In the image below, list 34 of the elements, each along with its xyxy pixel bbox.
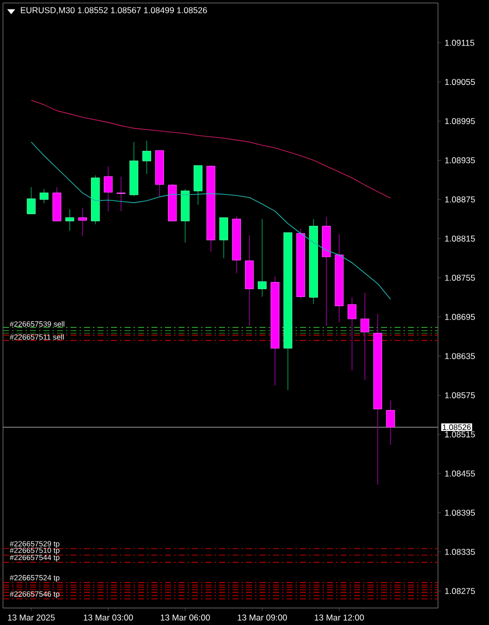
x-tick-label: 13 Mar 12:00 (314, 614, 364, 621)
x-tick-label: 13 Mar 03:00 (84, 614, 133, 621)
candlestick (219, 217, 228, 259)
candlestick (40, 188, 48, 204)
y-tick-label: 1.08515 (445, 431, 475, 438)
candlestick (65, 208, 74, 232)
candlestick (26, 186, 36, 214)
y-tick-label: 1.09055 (445, 78, 475, 85)
y-tick-label: 1.08875 (445, 196, 475, 202)
candlestick (78, 208, 87, 236)
y-tick-label: 1.08455 (445, 470, 475, 477)
x-tick-label: 13 Mar 09:00 (238, 614, 287, 621)
x-tick-label: 13 Mar 2025 (8, 614, 55, 621)
candlestick (360, 292, 370, 381)
y-tick-label: 1.08335 (445, 548, 475, 555)
candlestick (258, 218, 267, 298)
ref-line-label: 1.08526 (442, 424, 471, 430)
y-tick-label: 1.08395 (445, 510, 475, 516)
y-tick-label: 1.08995 (445, 118, 475, 124)
x-tick-label: 13 Mar 06:00 (160, 614, 210, 621)
candlestick (142, 140, 152, 174)
y-tick-label: 1.08575 (445, 392, 475, 398)
y-tick-label: 1.08935 (445, 157, 475, 164)
y-tick-label: 1.09115 (445, 40, 474, 46)
y-tick-label: 1.08695 (445, 314, 475, 320)
candlestick (386, 400, 395, 446)
candlestick (116, 176, 126, 212)
candlestick (104, 166, 113, 212)
candlestick (348, 296, 356, 371)
y-tick-label: 1.08275 (445, 588, 475, 594)
y-tick-label: 1.08755 (445, 274, 475, 281)
y-tick-label: 1.08815 (445, 236, 475, 242)
y-tick-label: 1.08635 (445, 353, 475, 360)
chart-title: EURUSD,M30 1.08552 1.08567 1.08499 1.08526 (20, 7, 207, 14)
